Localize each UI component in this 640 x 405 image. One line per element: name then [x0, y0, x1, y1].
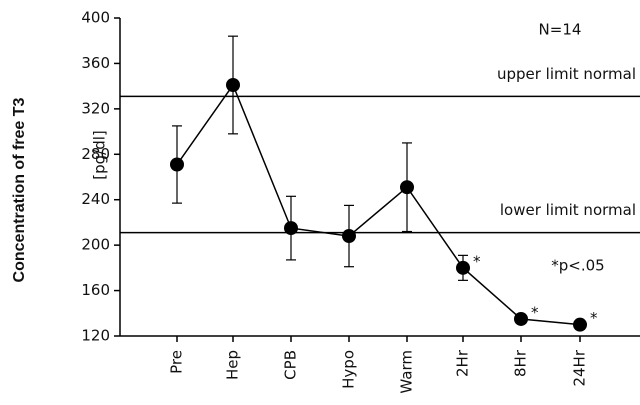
- data-point: [456, 260, 470, 275]
- significance-marker: *: [473, 252, 481, 270]
- y-tick-label: 120: [81, 327, 110, 345]
- x-tick-label: Warm: [398, 350, 416, 394]
- y-tick-label: 280: [81, 145, 110, 163]
- y-unit: [pg/dl]: [91, 130, 109, 180]
- reference-label: lower limit normal: [500, 201, 636, 219]
- data-point: [514, 311, 528, 326]
- x-tick-label: 24Hr: [571, 349, 589, 386]
- data-point: [226, 78, 240, 93]
- x-tick-label: Pre: [168, 350, 186, 374]
- significance-marker: *: [590, 309, 598, 327]
- x-tick-label: CPB: [282, 350, 300, 380]
- y-tick-label: 200: [81, 236, 110, 254]
- y-tick-label: 240: [81, 190, 110, 208]
- data-line: [176, 83, 581, 326]
- data-point: [284, 221, 298, 236]
- x-tick-label: Hep: [224, 350, 242, 380]
- y-axis-label: Concentration of free T3: [11, 97, 28, 282]
- y-tick-label: 160: [81, 281, 110, 299]
- significance-marker: *: [531, 303, 539, 321]
- significance-note: *p<.05: [551, 257, 604, 275]
- n-annotation: N=14: [539, 21, 582, 39]
- reference-label: upper limit normal: [497, 65, 636, 83]
- x-tick-label: 2Hr: [454, 349, 472, 377]
- y-tick-label: 400: [81, 9, 110, 27]
- x-tick-label: Hypo: [340, 350, 358, 389]
- data-point: [400, 180, 414, 195]
- y-tick-label: 320: [81, 99, 110, 117]
- y-tick-label: 360: [81, 54, 110, 72]
- x-tick-label: 8Hr: [512, 349, 530, 377]
- data-point: [170, 157, 184, 172]
- data-point: [573, 317, 587, 332]
- data-point: [342, 229, 356, 244]
